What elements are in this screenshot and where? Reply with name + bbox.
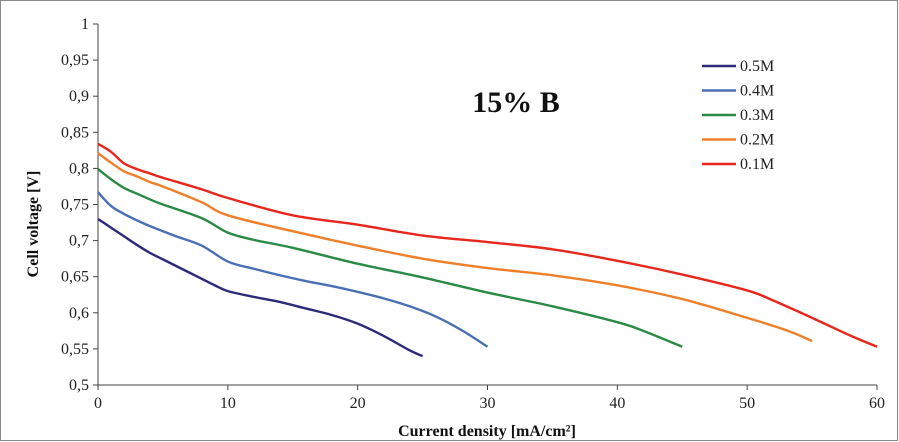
- x-axis-title: Current density [mA/cm²]: [398, 423, 576, 440]
- y-tick-label: 0,85: [61, 124, 89, 141]
- legend-label-0-1m: 0.1M: [740, 156, 774, 173]
- x-tick-label: 60: [869, 395, 885, 412]
- y-tick-label: 0,5: [69, 377, 89, 394]
- legend-label-0-5m: 0.5M: [740, 58, 774, 75]
- x-tick-label: 10: [220, 395, 236, 412]
- y-axis-title: Cell voltage [V]: [25, 171, 42, 278]
- y-tick-label: 0,65: [61, 269, 89, 286]
- legend: 0.5M 0.4M 0.3M 0.2M 0.1M: [702, 58, 774, 173]
- series-line-0-2m: [97, 152, 813, 343]
- series-line-0-5m: [97, 217, 424, 358]
- series-line-0-3m: [97, 168, 683, 348]
- x-tick-label: 20: [350, 395, 366, 412]
- legend-label-0-3m: 0.3M: [740, 107, 774, 124]
- chart-title: 15% B: [472, 86, 560, 119]
- y-tick-label: 0,95: [61, 52, 89, 69]
- y-tick-label: 0,8: [69, 160, 89, 177]
- legend-label-0-2m: 0.2M: [740, 132, 774, 149]
- x-tick-label: 0: [94, 395, 102, 412]
- series-line-0-1m: [97, 142, 878, 348]
- y-tick-label: 0,75: [61, 197, 89, 214]
- y-tick-label: 1: [81, 16, 89, 33]
- x-tick-label: 50: [739, 395, 755, 412]
- x-tick-label: 30: [480, 395, 496, 412]
- y-tick-label: 0,55: [61, 341, 89, 358]
- legend-label-0-4m: 0.4M: [740, 83, 774, 100]
- series-layer: [97, 142, 878, 358]
- y-tick-label: 0,6: [69, 305, 89, 322]
- y-tick-label: 0,9: [69, 88, 89, 105]
- x-tick-label: 40: [609, 395, 625, 412]
- y-tick-label: 0,7: [69, 233, 89, 250]
- series-line-0-4m: [97, 191, 489, 348]
